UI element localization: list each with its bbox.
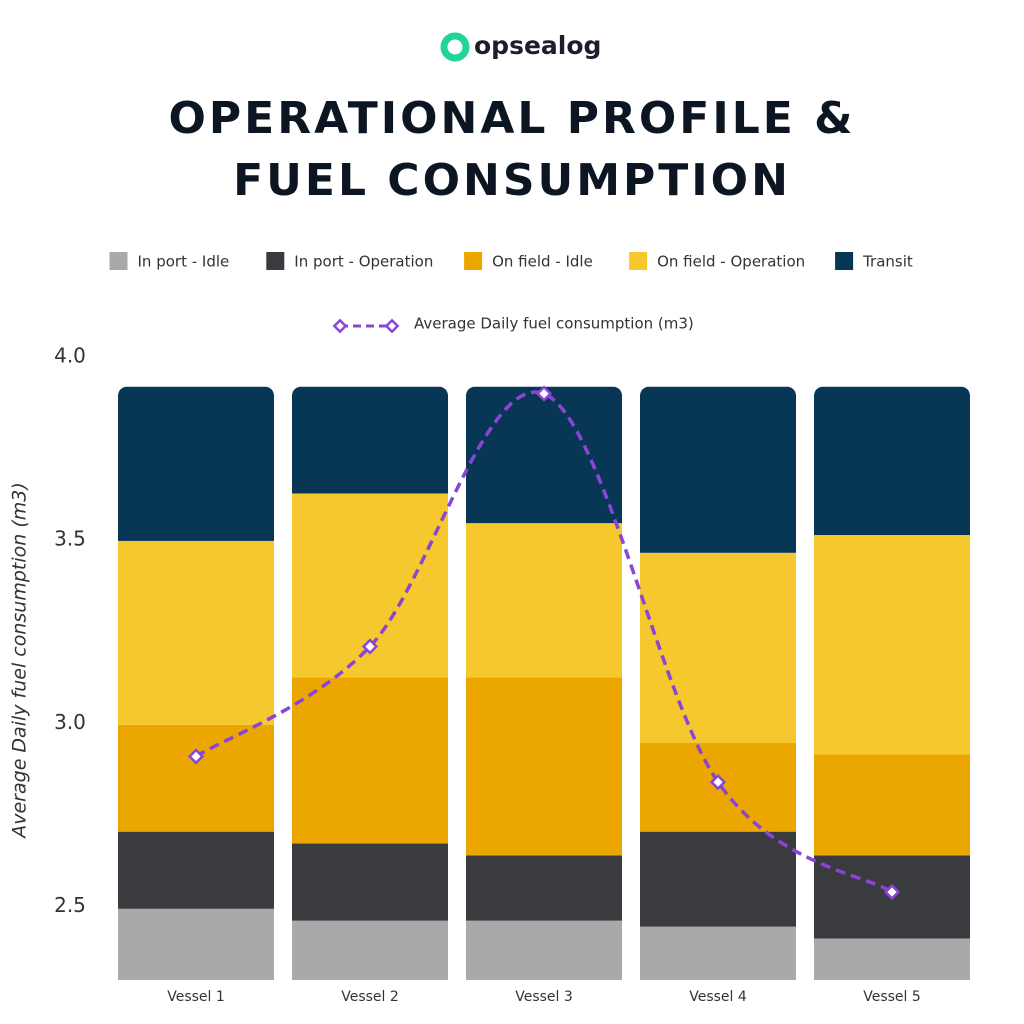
legend-swatch [266,252,285,270]
logo-icon [440,32,470,62]
legend-label: Average Daily fuel consumption (m3) [414,315,694,333]
bar-segment [466,920,622,980]
line-marker [187,748,205,765]
bar-segment [466,386,622,524]
chart-title: OPERATIONAL PROFILE & FUEL CONSUMPTION [168,93,856,206]
legend-label: In port - Idle [138,253,230,271]
legend-swatch [629,252,648,270]
y-tick-label: 3.5 [54,527,86,551]
bar-segment [292,920,448,980]
y-tick-label: 2.5 [54,893,86,917]
bar-segment [118,908,274,980]
x-tick-label: Vessel 4 [689,989,747,1005]
x-tick-label: Vessel 1 [167,989,225,1005]
bar-segment [292,843,448,921]
x-tick-label: Vessel 3 [515,989,573,1005]
bar-segment [814,535,970,755]
legend-label: Transit [862,253,913,271]
line-marker [883,883,901,901]
bar-segment [814,386,970,535]
line-marker [709,773,727,791]
bar-segment [118,386,274,541]
y-tick-label: 3.0 [54,710,86,734]
legend-swatch [109,252,128,270]
x-tick-label: Vessel 5 [863,989,921,1005]
x-tick-label: Vessel 2 [341,989,399,1005]
bar-segment [640,926,796,980]
legend-marker [332,318,348,334]
y-tick-label: 4.0 [54,344,86,368]
bar-segment [640,386,796,553]
bar-segment [466,677,622,856]
legend-marker [384,318,400,334]
brand: opsealog [474,31,601,60]
bar-segment [466,855,622,921]
bar-segment [640,831,796,927]
bar-segment [118,831,274,909]
legend-label: On field - Idle [492,253,593,271]
line-marker [535,385,553,402]
legend-swatch [835,252,854,270]
bar-segment [292,677,448,844]
bar-segment [814,938,970,980]
legend-label: In port - Operation [294,253,433,271]
bar-segment [640,552,796,743]
line-marker [361,638,379,655]
bar-segment [118,724,274,832]
line [195,390,893,894]
bar-segment [814,754,970,856]
legend-label: On field - Operation [657,253,805,271]
bar-segment [292,386,448,494]
bar-segment [466,523,622,678]
bar-segment [118,540,274,725]
y-axis-label: Average Daily fuel consumption (m3) [9,482,31,840]
legend-swatch [464,252,483,270]
